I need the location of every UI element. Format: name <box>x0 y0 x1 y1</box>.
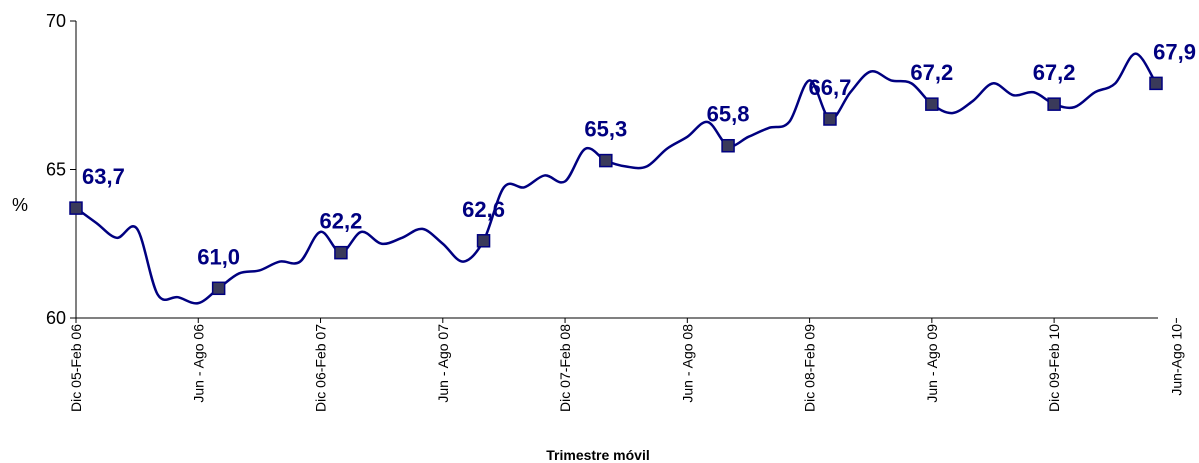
x-tick-label: Jun - Ago 07 <box>435 324 451 403</box>
data-label: 62,2 <box>319 209 362 234</box>
x-axis-label: Trimestre móvil <box>546 447 650 463</box>
data-point-marker <box>925 97 939 111</box>
data-label: 65,8 <box>707 102 750 127</box>
x-tick-label: Jun - Ago 06 <box>190 324 206 403</box>
data-point-marker <box>721 138 735 153</box>
data-point-marker <box>1149 76 1163 91</box>
data-label: 62,6 <box>462 197 505 222</box>
y-axis-label: % <box>12 195 28 215</box>
y-tick-label: 70 <box>46 11 66 31</box>
data-label: 63,7 <box>82 164 125 189</box>
x-tick-label: Dic 06-Feb 07 <box>313 324 329 412</box>
x-tick-label: Dic 08-Feb 09 <box>802 324 818 412</box>
x-tick-label: Jun - Ago 09 <box>924 324 940 403</box>
data-point-marker <box>1047 97 1061 111</box>
data-label: 65,3 <box>584 117 627 142</box>
series-line <box>74 52 1158 305</box>
x-tick-label: Jun-Ago 10 <box>1168 324 1184 396</box>
data-point-marker <box>69 201 83 215</box>
data-label: 67,9 <box>1153 39 1196 64</box>
data-point-marker <box>334 245 348 260</box>
data-point-marker <box>211 281 226 296</box>
data-point-marker <box>476 234 491 248</box>
x-tick-label: Dic 09-Feb 10 <box>1046 324 1062 412</box>
y-tick-label: 65 <box>46 160 66 180</box>
x-tick-label: Dic 05-Feb 06 <box>68 324 84 412</box>
x-tick-label: Dic 07-Feb 08 <box>557 324 573 412</box>
data-point-marker <box>599 153 613 168</box>
x-tick-label: Jun - Ago 08 <box>679 324 695 403</box>
data-label: 67,2 <box>1033 60 1076 85</box>
data-label: 66,7 <box>809 75 852 100</box>
y-tick-label: 60 <box>46 308 66 328</box>
data-point-marker <box>823 112 837 126</box>
data-label: 67,2 <box>910 60 953 85</box>
data-label: 61,0 <box>197 244 240 269</box>
